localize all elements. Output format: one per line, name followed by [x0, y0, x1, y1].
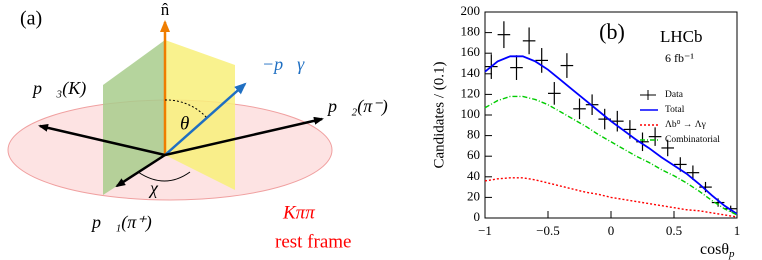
legend-label: Total — [665, 105, 685, 115]
legend-label: Λb⁰ → Λγ — [665, 119, 706, 130]
x-tick-label: −0.5 — [536, 223, 560, 238]
annotation: LHCb — [660, 27, 703, 46]
theta-label: θ — [180, 113, 189, 134]
y-tick-label: 80 — [467, 127, 480, 142]
x-tick-label: −1 — [478, 223, 492, 238]
legend-label: Data — [665, 90, 684, 100]
y-tick-label: 180 — [461, 24, 481, 39]
p3-label: p⃗₃(K) — [31, 78, 86, 99]
panel-label: (b) — [599, 19, 625, 44]
y-tick-label: 60 — [467, 147, 480, 162]
normal-label: n̂ — [161, 0, 170, 19]
y-tick-label: 200 — [461, 3, 481, 18]
frame-label: rest frame — [275, 231, 351, 252]
p2-arrow — [164, 116, 324, 157]
yellow-plane — [165, 40, 235, 190]
x-tick-label: 1 — [734, 223, 741, 238]
y-tick-label: 100 — [461, 106, 481, 121]
y-tick-label: 40 — [467, 168, 480, 183]
legend-label: Combinatorial — [665, 135, 720, 145]
chi-arc — [137, 171, 191, 182]
y-tick-label: 120 — [461, 85, 481, 100]
photon-arrow — [164, 82, 247, 156]
green-plane — [103, 40, 165, 195]
x-tick-label: 0 — [608, 223, 615, 238]
p1-arrow — [115, 153, 166, 188]
x-axis-label-sub: p — [728, 248, 735, 260]
y-tick-label: 140 — [461, 65, 481, 80]
y-tick-label: 20 — [467, 188, 480, 203]
curve — [484, 55, 738, 215]
p3-arrow — [38, 123, 166, 157]
curve — [484, 95, 738, 216]
p1-label: p⃗₁(π⁺) — [90, 212, 152, 233]
chart: (b) LHCb 6 fb⁻¹ Candidates / (0.1) cosθp… — [431, 3, 740, 260]
p2-label: p⃗₂(π⁻) — [326, 96, 388, 117]
frame-label: Kππ — [282, 202, 315, 223]
y-axis-label: Candidates / (0.1) — [431, 61, 447, 168]
x-axis-label-main: cosθ — [700, 241, 729, 258]
x-tick-label: 0.5 — [666, 223, 682, 238]
y-tick-label: 160 — [461, 44, 481, 59]
curve — [484, 177, 738, 218]
diagram: (a) n̂ −p⃗γ θ χ p⃗₃(K) p⃗₂(π⁻) p⃗₁(π⁺) K… — [7, 0, 388, 252]
chi-label: χ — [148, 178, 159, 198]
annotation: 6 fb⁻¹ — [665, 51, 694, 65]
y-tick-label: 0 — [474, 209, 481, 224]
photon-label: −p⃗γ — [262, 54, 305, 74]
x-axis-label: cosθp — [700, 241, 735, 260]
panel-label: (a) — [20, 8, 42, 30]
